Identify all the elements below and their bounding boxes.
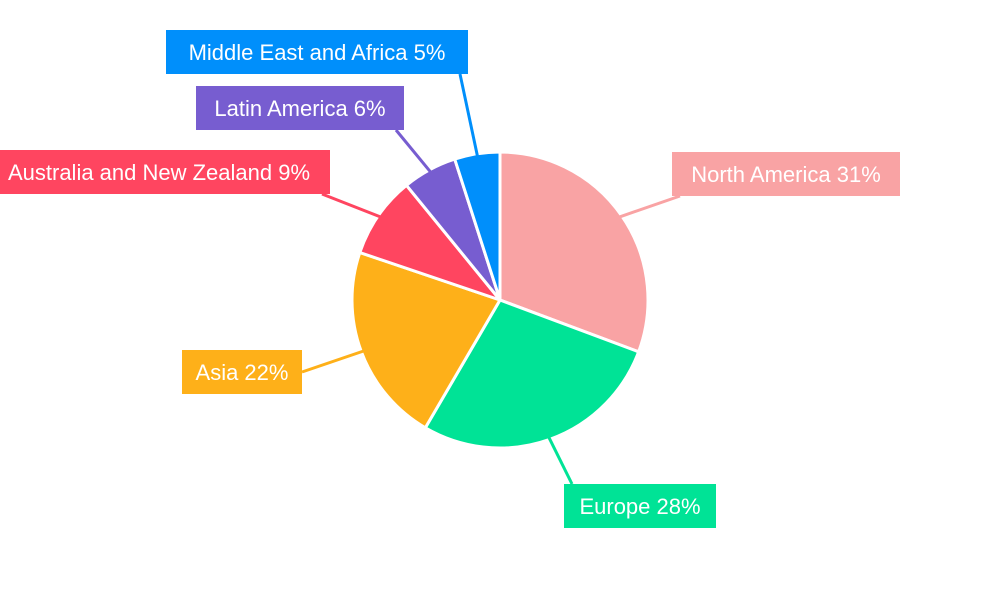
- slice-label-latin-america: Latin America 6%: [196, 86, 404, 130]
- slice-label-text: Middle East and Africa 5%: [189, 40, 446, 65]
- slice-label-box: [196, 86, 404, 130]
- leader-line-asia: [301, 349, 364, 374]
- slice-label-middle-east-and-africa: Middle East and Africa 5%: [166, 30, 468, 74]
- slice-label-text: North America 31%: [691, 162, 881, 187]
- slice-label-north-america: North America 31%: [672, 152, 900, 196]
- leader-line-middle-east-and-africa: [458, 73, 479, 157]
- slice-label-text: Australia and New Zealand 9%: [8, 160, 310, 185]
- label-leader-lines: [301, 73, 681, 485]
- slice-label-europe: Europe 28%: [564, 484, 716, 528]
- slice-label-text: Latin America 6%: [214, 96, 385, 121]
- slice-label-text: Asia 22%: [196, 360, 289, 385]
- slice-label-asia: Asia 22%: [182, 350, 302, 394]
- leader-line-north-america: [619, 194, 681, 219]
- leader-line-australia-and-new-zealand: [321, 192, 381, 219]
- slice-label-box: [0, 150, 330, 194]
- slice-label-box: [564, 484, 716, 528]
- leader-line-europe: [547, 436, 574, 485]
- slice-label-box: [672, 152, 900, 196]
- slice-labels: North America 31% Europe 28% Asia 22% Austr…: [0, 30, 900, 528]
- pie-slices: [350, 150, 650, 450]
- slice-label-box: [182, 350, 302, 394]
- slice-label-box: [166, 30, 468, 74]
- leader-line-latin-america: [394, 129, 432, 173]
- slice-label-australia-and-new-zealand: Australia and New Zealand 9%: [0, 150, 330, 194]
- slice-label-text: Europe 28%: [579, 494, 700, 519]
